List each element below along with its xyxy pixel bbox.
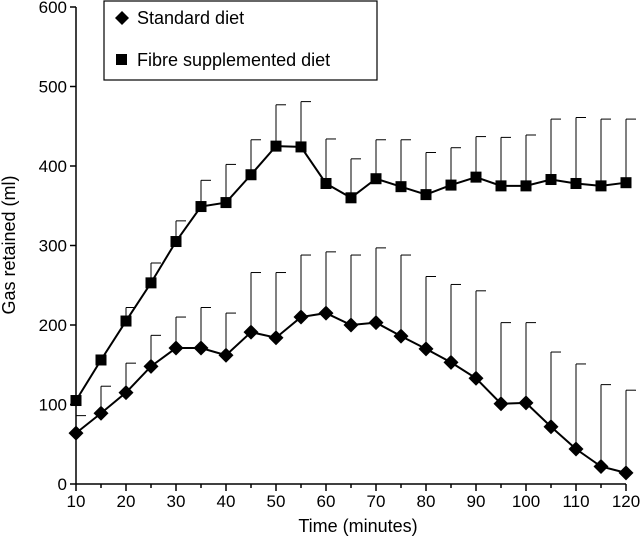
legend-box — [103, 0, 378, 81]
axes: 0 100 200 300 400 500 600 10 20 30 40 50 60 70 80 90 100… — [39, 0, 640, 511]
point-standard-diet-45 — [243, 324, 259, 340]
point-standard-diet-25 — [143, 358, 159, 374]
point-fibre-supplemented-diet-120 — [620, 177, 632, 189]
legend-marker-fibre-supplemented-diet — [116, 54, 127, 65]
point-standard-diet-90 — [468, 370, 484, 386]
x-tick-label-30: 30 — [167, 492, 186, 511]
point-standard-diet-70 — [368, 315, 384, 331]
point-fibre-supplemented-diet-30 — [170, 236, 182, 248]
point-fibre-supplemented-diet-100 — [520, 180, 532, 192]
y-tick-label-400: 400 — [39, 157, 67, 176]
point-standard-diet-50 — [268, 330, 284, 346]
point-fibre-supplemented-diet-90 — [470, 171, 482, 183]
y-tick-label-0: 0 — [58, 475, 67, 494]
point-fibre-supplemented-diet-105 — [545, 174, 557, 186]
x-tick-label-80: 80 — [417, 492, 436, 511]
x-tick-label-60: 60 — [317, 492, 336, 511]
legend: Standard diet Fibre supplemented diet — [103, 0, 378, 81]
y-axis-title: Gas retained (ml) — [0, 175, 19, 314]
point-fibre-supplemented-diet-80 — [420, 189, 432, 201]
point-standard-diet-115 — [593, 459, 609, 475]
point-standard-diet-80 — [418, 341, 434, 357]
x-axis-title: Time (minutes) — [298, 516, 417, 536]
x-tick-label-40: 40 — [217, 492, 236, 511]
x-tick-label-20: 20 — [117, 492, 136, 511]
x-tick-label-120: 120 — [612, 492, 640, 511]
point-standard-diet-35 — [193, 340, 209, 356]
legend-marker-standard-diet — [115, 11, 129, 25]
x-tick-label-70: 70 — [367, 492, 386, 511]
point-standard-diet-60 — [318, 305, 334, 321]
point-fibre-supplemented-diet-110 — [570, 177, 582, 189]
y-tick-label-600: 600 — [39, 0, 67, 17]
point-standard-diet-55 — [293, 309, 309, 325]
point-standard-diet-65 — [343, 317, 359, 333]
x-tick-label-10: 10 — [67, 492, 86, 511]
point-fibre-supplemented-diet-15 — [95, 354, 107, 366]
point-standard-diet-40 — [218, 347, 234, 363]
point-fibre-supplemented-diet-50 — [270, 140, 282, 152]
point-fibre-supplemented-diet-85 — [445, 179, 457, 191]
point-standard-diet-120 — [618, 465, 634, 481]
point-fibre-supplemented-diet-25 — [145, 277, 157, 289]
point-fibre-supplemented-diet-65 — [345, 192, 357, 204]
y-tick-label-300: 300 — [39, 237, 67, 256]
y-tick-label-200: 200 — [39, 316, 67, 335]
y-tick-label-100: 100 — [39, 396, 67, 415]
point-fibre-supplemented-diet-40 — [220, 197, 232, 209]
point-fibre-supplemented-diet-70 — [370, 173, 382, 185]
point-standard-diet-20 — [118, 385, 134, 401]
point-fibre-supplemented-diet-95 — [495, 180, 507, 192]
point-standard-diet-110 — [568, 441, 584, 457]
x-tick-label-90: 90 — [467, 492, 486, 511]
point-standard-diet-30 — [168, 340, 184, 356]
point-standard-diet-15 — [93, 405, 109, 421]
plot-area — [68, 101, 636, 481]
point-standard-diet-95 — [493, 396, 509, 412]
point-standard-diet-85 — [443, 354, 459, 370]
point-fibre-supplemented-diet-60 — [320, 177, 332, 189]
point-standard-diet-100 — [518, 395, 534, 411]
point-fibre-supplemented-diet-75 — [395, 181, 407, 193]
point-fibre-supplemented-diet-115 — [595, 180, 607, 192]
point-fibre-supplemented-diet-20 — [120, 315, 132, 327]
point-standard-diet-105 — [543, 419, 559, 435]
point-fibre-supplemented-diet-35 — [195, 201, 207, 213]
legend-label-fibre-supplemented-diet: Fibre supplemented diet — [137, 50, 330, 70]
x-tick-label-100: 100 — [512, 492, 540, 511]
y-tick-label-500: 500 — [39, 78, 67, 97]
x-tick-label-50: 50 — [267, 492, 286, 511]
legend-label-standard-diet: Standard diet — [137, 8, 244, 28]
x-tick-label-110: 110 — [562, 492, 589, 511]
series-line-standard-diet — [75, 312, 627, 474]
point-fibre-supplemented-diet-45 — [245, 169, 257, 181]
point-standard-diet-75 — [393, 328, 409, 344]
point-fibre-supplemented-diet-55 — [295, 141, 307, 153]
